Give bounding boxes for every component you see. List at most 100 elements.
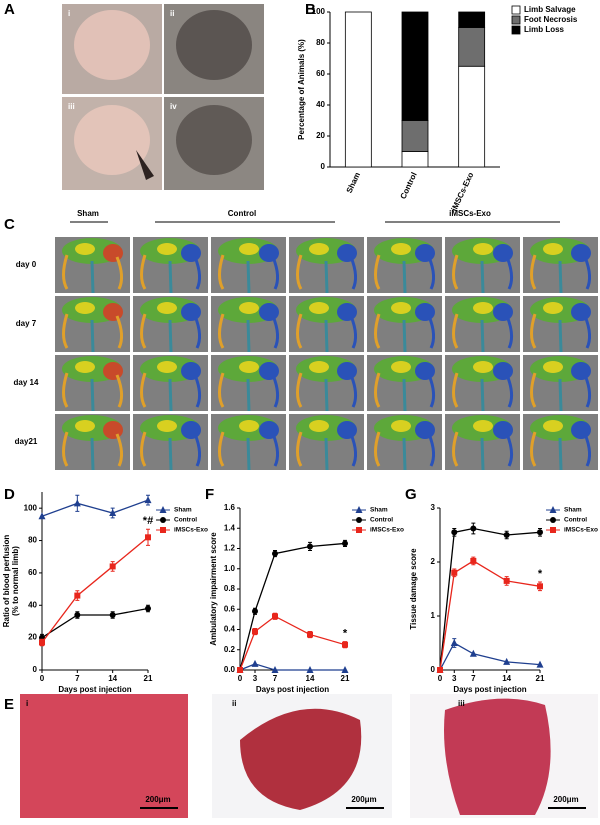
x-tick-label: 3 xyxy=(253,674,258,683)
limb xyxy=(374,254,381,290)
perfusion xyxy=(543,420,563,432)
perfusion xyxy=(181,244,201,262)
marker xyxy=(550,527,556,533)
limb xyxy=(115,374,124,408)
marker xyxy=(342,641,348,648)
legend-label: Limb Salvage xyxy=(524,5,576,14)
tail xyxy=(324,437,329,471)
limb xyxy=(140,372,147,408)
marker xyxy=(271,666,279,673)
perfusion xyxy=(259,303,279,321)
perfusion xyxy=(309,243,329,255)
marker xyxy=(160,517,166,523)
limb xyxy=(271,433,280,467)
legend-label: Control xyxy=(370,517,393,524)
tail xyxy=(558,260,563,294)
tail xyxy=(480,260,485,294)
y-tick-label: 1.0 xyxy=(224,564,236,573)
tail xyxy=(246,319,251,353)
group-label: iMSCs-Exo xyxy=(449,209,491,218)
y-tick-label: 2 xyxy=(431,557,436,566)
y-tick-label: 0 xyxy=(321,162,326,171)
perfusion xyxy=(259,421,279,439)
perfusion xyxy=(337,362,357,380)
limb xyxy=(62,372,69,408)
bar-segment xyxy=(458,11,486,28)
y-axis-label: (% to normal limb) xyxy=(11,546,20,616)
y-tick-label: 20 xyxy=(316,131,325,140)
series xyxy=(237,539,348,673)
limb xyxy=(140,431,147,467)
bar-segment xyxy=(458,27,486,67)
limb xyxy=(296,313,303,349)
marker xyxy=(252,608,258,615)
limb xyxy=(427,256,436,290)
limb xyxy=(530,254,537,290)
mouse-body xyxy=(74,10,150,80)
perfusion xyxy=(157,302,177,314)
perfusion xyxy=(543,302,563,314)
perfusion xyxy=(75,243,95,255)
limb xyxy=(452,372,459,408)
group-label: Sham xyxy=(77,209,99,218)
x-tick-label: 14 xyxy=(502,674,511,683)
legend-label: Sham xyxy=(564,507,582,514)
line xyxy=(41,607,149,639)
marker xyxy=(109,563,116,570)
perfusion xyxy=(415,362,435,380)
x-tick-label: 0 xyxy=(238,674,243,683)
tail xyxy=(402,260,407,294)
y-tick-label: 1.2 xyxy=(224,544,236,553)
series xyxy=(39,528,151,647)
tail xyxy=(90,437,95,471)
perfusion xyxy=(391,243,411,255)
x-tick-label: 0 xyxy=(40,674,45,683)
legend-label: iMSCs-Exo xyxy=(174,527,208,534)
y-axis-label: Percentage of Animals (%) xyxy=(297,39,306,140)
limb xyxy=(452,313,459,349)
limb xyxy=(115,315,124,349)
limb xyxy=(218,431,225,467)
perfusion xyxy=(259,362,279,380)
perfusion xyxy=(571,362,591,380)
image-label: iii xyxy=(458,699,465,708)
x-tick-label: Control xyxy=(399,171,419,201)
y-tick-label: 0.4 xyxy=(224,625,236,634)
tail xyxy=(168,378,173,412)
perfusion xyxy=(391,302,411,314)
perfusion xyxy=(571,244,591,262)
marker xyxy=(73,499,81,507)
marker xyxy=(74,592,81,599)
marker xyxy=(38,512,46,520)
perfusion xyxy=(571,303,591,321)
marker xyxy=(341,666,349,673)
x-tick-label: 7 xyxy=(273,674,278,683)
histology-image xyxy=(20,694,188,818)
line xyxy=(439,560,541,671)
x-tick-label: 21 xyxy=(536,674,545,683)
limb xyxy=(193,433,202,467)
series xyxy=(237,612,348,673)
marker xyxy=(470,525,477,532)
y-tick-label: 20 xyxy=(28,633,37,642)
photo-label: ii xyxy=(170,9,174,18)
line xyxy=(41,536,149,643)
limb xyxy=(115,433,124,467)
x-tick-label: 21 xyxy=(144,674,153,683)
perfusion xyxy=(571,421,591,439)
necrotic-limb xyxy=(136,150,154,180)
perfusion xyxy=(473,243,493,255)
marker xyxy=(159,506,167,513)
x-tick-label: 3 xyxy=(452,674,457,683)
marker xyxy=(537,529,543,536)
panel-label: C xyxy=(4,216,15,233)
bar-segment xyxy=(344,11,372,168)
legend-swatch xyxy=(511,5,521,15)
perfusion xyxy=(473,361,493,373)
marker xyxy=(356,517,362,523)
y-tick-label: 40 xyxy=(28,600,37,609)
tail xyxy=(168,319,173,353)
row-label: day 7 xyxy=(16,319,37,328)
limb xyxy=(452,254,459,290)
y-tick-label: 60 xyxy=(28,568,37,577)
